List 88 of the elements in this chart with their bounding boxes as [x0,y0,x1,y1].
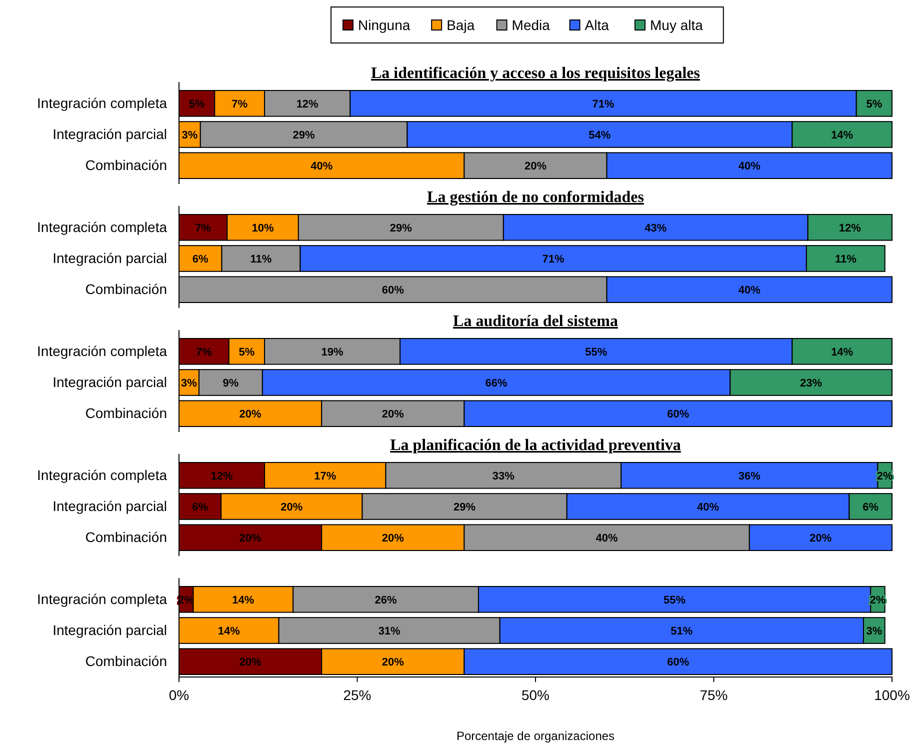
y-tick-label: Integración completa [37,342,168,359]
legend-label: Baja [446,17,475,33]
data-label: 29% [292,130,315,142]
data-label: 54% [588,130,611,142]
data-label: 20% [382,656,404,669]
data-label: 14% [831,130,854,142]
data-label: 5% [188,98,205,110]
data-label: 29% [454,502,476,514]
data-label: 55% [664,594,686,606]
legend-label: Ninguna [358,17,410,33]
legend-label: Alta [584,17,610,33]
data-label: 31% [378,626,401,638]
data-label: 26% [374,594,397,606]
data-label: 7% [195,222,212,234]
data-label: 40% [738,284,761,297]
data-label: 20% [280,502,303,514]
data-label: 11% [834,254,857,266]
y-tick-label: Integración completa [37,590,168,607]
data-label: 40% [738,160,761,173]
data-label: 40% [697,502,720,514]
data-label: 14% [232,594,254,606]
y-tick-label: Integración parcial [52,126,167,142]
y-tick-label: Integración completa [37,94,168,111]
data-label: 19% [321,346,344,358]
data-label: 11% [250,254,272,266]
data-label: 3% [182,130,198,142]
chart-title: La auditoría del sistema [453,313,618,330]
data-label: 36% [738,470,761,482]
data-label: 40% [310,160,333,173]
y-tick-label: Integración parcial [52,374,167,390]
data-label: 14% [831,346,854,358]
data-label: 20% [239,656,262,669]
x-tick-label: 100% [874,686,910,703]
data-label: 17% [314,470,336,482]
data-label: 20% [382,532,404,545]
y-tick-label: Combinación [85,529,167,546]
data-label: 12% [296,98,319,110]
x-tick-label: 50% [521,686,550,703]
data-label: 33% [492,470,515,482]
data-label: 20% [239,532,262,545]
y-tick-label: Combinación [85,157,167,174]
y-tick-label: Combinación [85,653,167,670]
data-label: 23% [800,378,822,390]
data-label: 7% [232,98,248,110]
data-label: 6% [192,502,208,514]
data-label: 14% [218,626,240,638]
y-tick-label: Combinación [85,281,167,298]
data-label: 5% [238,346,255,358]
chart-title: La planificación de la actividad preventiva [390,437,681,454]
data-label: 10% [252,222,274,234]
y-tick-label: Integración parcial [52,498,167,514]
chart-title: La gestión de no conformidades [427,189,644,206]
data-label: 12% [838,222,862,234]
data-label: 60% [382,284,404,297]
data-label: 66% [485,378,508,390]
x-tick-label: 25% [343,686,372,703]
data-label: 51% [670,626,693,638]
y-tick-label: Integración completa [37,218,168,235]
chart-title: La identificación y acceso a los requisitos legales [370,65,700,82]
data-label: 71% [592,98,614,110]
data-label: 71% [542,254,565,266]
data-label: 60% [667,408,690,421]
data-label: 9% [222,378,239,390]
data-label: 29% [390,222,412,234]
data-label: 3% [866,626,882,638]
data-label: 5% [866,98,882,110]
data-label: 43% [644,222,667,234]
x-tick-label: 75% [700,686,728,703]
legend-label: Media [512,17,550,33]
y-tick-label: Integración completa [37,466,168,483]
data-label: 55% [585,346,608,358]
x-axis-title: Porcentaje de organizaciones [456,729,615,743]
x-tick-label: 0% [168,686,190,703]
data-label: 6% [192,254,209,266]
legend-label: Muy alta [650,17,704,33]
data-label: 3% [181,378,198,390]
data-label: 20% [382,408,404,421]
y-tick-label: Integración parcial [52,250,167,266]
data-label: 40% [596,532,618,545]
data-label: 7% [196,346,212,358]
data-label: 12% [210,470,233,482]
data-label: 6% [862,502,879,514]
data-label: 60% [667,656,690,669]
data-label: 20% [524,160,547,173]
data-label: 20% [810,532,832,545]
y-tick-label: Combinación [85,405,167,422]
y-tick-label: Integración parcial [52,622,167,638]
data-label: 20% [239,408,262,421]
